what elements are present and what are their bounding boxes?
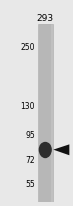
Text: 72: 72	[25, 155, 35, 164]
Bar	[39, 25, 51, 202]
Bar	[38, 25, 53, 202]
Text: 293: 293	[37, 14, 54, 23]
Text: 55: 55	[25, 179, 35, 188]
Text: 130: 130	[21, 102, 35, 111]
Text: 95: 95	[25, 130, 35, 139]
Polygon shape	[53, 145, 69, 156]
Text: 250: 250	[21, 42, 35, 52]
Ellipse shape	[39, 142, 52, 158]
